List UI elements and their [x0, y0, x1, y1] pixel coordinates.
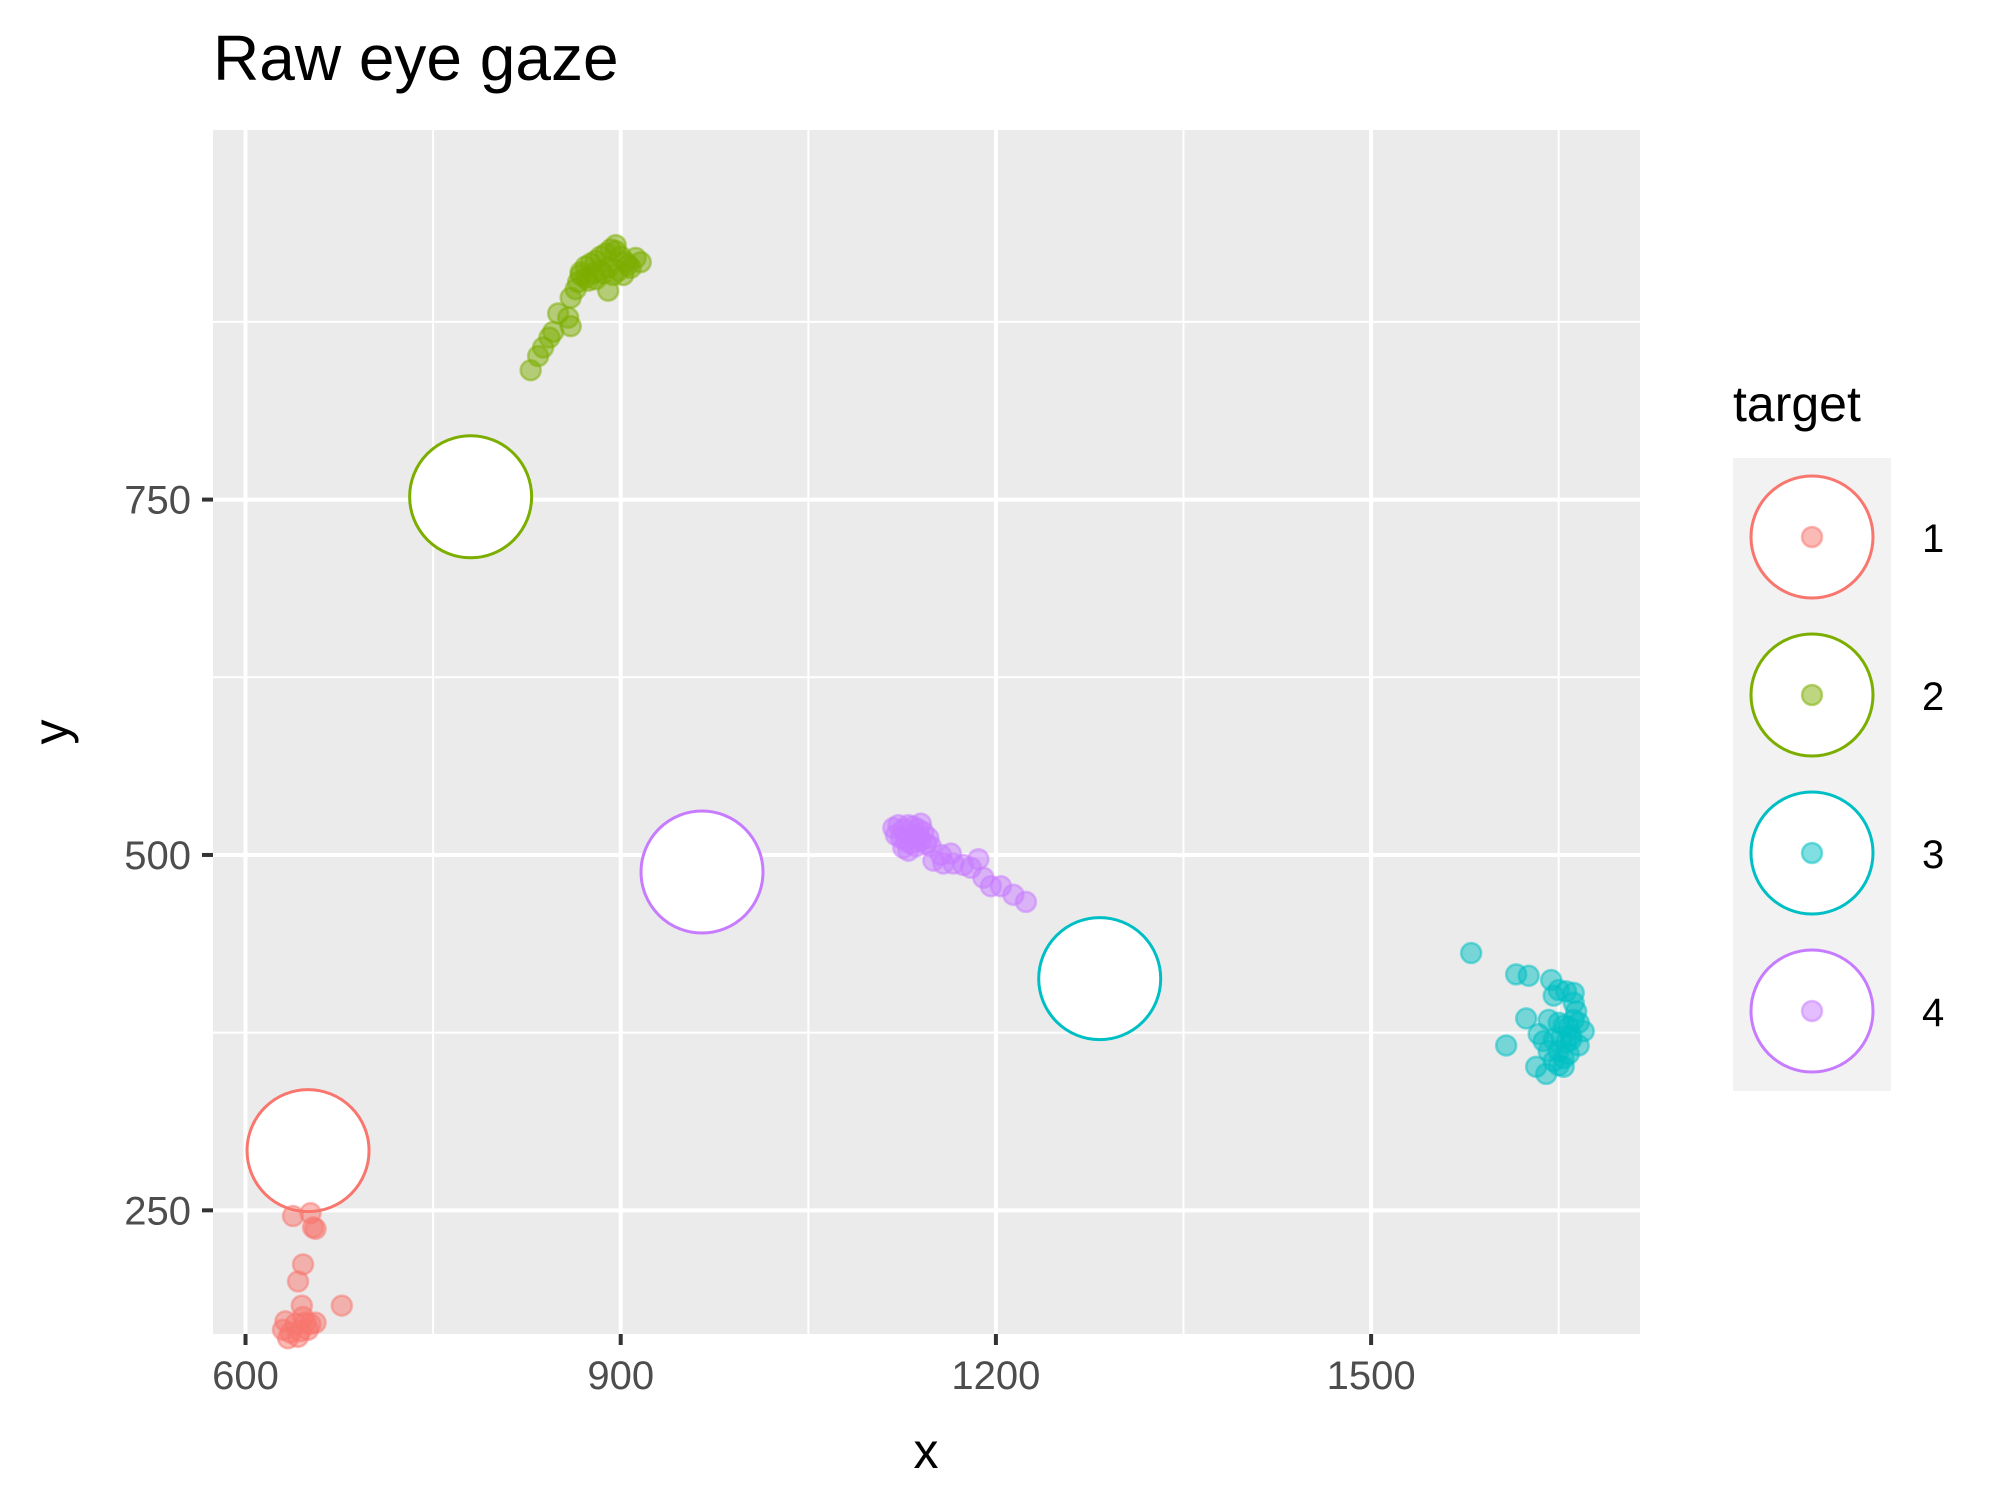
- gaze-point-target-1: [304, 1217, 327, 1241]
- gaze-point-target-4: [929, 843, 953, 867]
- legend-label-2: 2: [1922, 675, 1944, 719]
- x-tick-label: 900: [587, 1354, 654, 1398]
- gaze-point-target-3: [1542, 984, 1565, 1007]
- legend-key-point-2: [1800, 683, 1824, 707]
- gaze-point-target-4: [909, 812, 933, 835]
- chart-title: Raw eye gaze: [213, 22, 619, 94]
- gaze-point-target-3: [1517, 964, 1540, 988]
- gaze-point-target-1: [330, 1294, 354, 1317]
- y-tick-label: 250: [124, 1189, 191, 1233]
- gaze-point-target-4: [967, 847, 990, 871]
- target-circle-3: [1037, 916, 1163, 1042]
- gaze-point-target-2: [559, 314, 582, 338]
- y-tick-label: 750: [124, 479, 191, 523]
- plot-panel: [213, 130, 1640, 1334]
- gaze-point-target-3: [1459, 941, 1483, 965]
- legend-key-point-1: [1800, 525, 1824, 549]
- legend-items: 1 2 3 4: [1749, 474, 1944, 1074]
- gaze-point-target-1: [286, 1270, 310, 1293]
- x-tick-label: 1200: [951, 1354, 1040, 1398]
- x-tick-label: 1500: [1327, 1354, 1416, 1398]
- gaze-point-target-1: [291, 1305, 315, 1329]
- gaze-point-target-4: [1014, 890, 1038, 914]
- target-circles: [245, 434, 1163, 1214]
- gaze-point-target-1: [286, 1325, 310, 1349]
- x-tick-label: 600: [212, 1354, 279, 1398]
- gaze-points: [271, 233, 1595, 1350]
- minor-gridlines: [213, 130, 1640, 1334]
- y-axis-label: y: [23, 720, 79, 745]
- axis-tick-labels: 600 900 1200 1500 250 500 750: [124, 479, 1415, 1398]
- legend-label-4: 4: [1922, 991, 1944, 1035]
- legend-label-1: 1: [1922, 517, 1944, 561]
- gaze-point-target-2: [604, 233, 627, 257]
- legend-key-point-3: [1800, 841, 1824, 865]
- gaze-point-target-3: [1494, 1034, 1518, 1057]
- legend-key-point-4: [1800, 999, 1824, 1023]
- gaze-point-target-2: [596, 279, 620, 302]
- gaze-point-target-2: [629, 250, 652, 274]
- gaze-point-target-3: [1564, 1000, 1588, 1023]
- y-tick-label: 500: [124, 834, 191, 878]
- gaze-point-target-2: [576, 269, 600, 292]
- x-axis-label: x: [914, 1423, 939, 1479]
- gaze-point-target-3: [1514, 1007, 1538, 1030]
- gaze-point-target-3: [1534, 1062, 1558, 1086]
- legend: target 1 2 3 4: [1733, 376, 1944, 1091]
- axis-ticks: [202, 497, 1374, 1345]
- target-circle-4: [639, 809, 765, 935]
- gaze-point-target-3: [1559, 1028, 1583, 1052]
- target-circle-2: [408, 434, 534, 560]
- legend-label-3: 3: [1922, 833, 1944, 877]
- legend-title: target: [1733, 376, 1861, 432]
- target-circle-1: [245, 1088, 371, 1214]
